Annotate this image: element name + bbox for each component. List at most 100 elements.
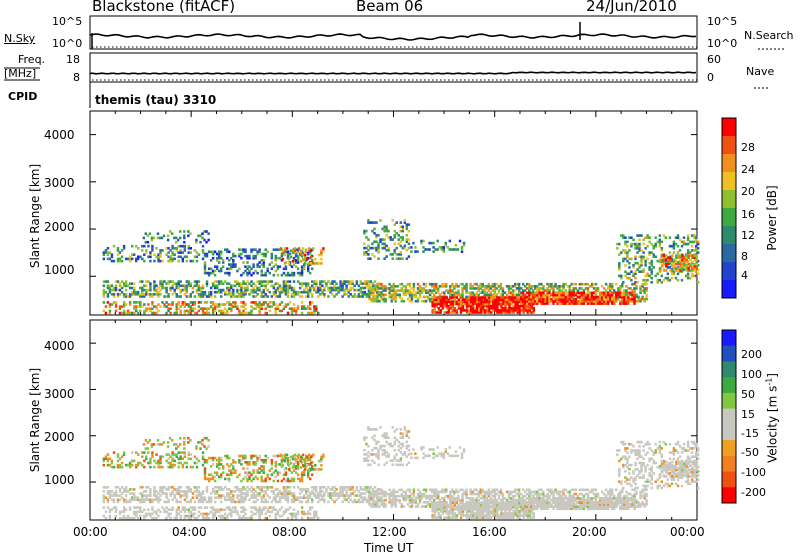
power-cell (315, 305, 317, 308)
velocity-cell (250, 515, 252, 518)
velocity-cell (228, 457, 230, 460)
velocity-cell (192, 496, 194, 499)
velocity-cell (145, 494, 147, 497)
power-cell (675, 267, 677, 270)
power-cell (271, 261, 273, 264)
velocity-cell (111, 508, 113, 511)
velocity-cell (277, 480, 279, 483)
power-cell (240, 248, 242, 251)
power-cell (437, 240, 439, 243)
velocity-cell (109, 515, 111, 518)
power-cell (194, 307, 196, 310)
velocity-cell (179, 443, 181, 446)
velocity-cell (105, 511, 107, 514)
power-cell (638, 239, 640, 242)
power-cell (536, 292, 538, 295)
velocity-cell (371, 453, 373, 456)
power-cell (677, 234, 679, 237)
velocity-cell (292, 456, 294, 459)
power-cell (214, 270, 216, 273)
velocity-cell (408, 445, 410, 448)
power-cell (315, 280, 317, 283)
power-cell (380, 298, 382, 301)
velocity-cell (204, 496, 206, 499)
power-cell (141, 249, 143, 252)
velocity-cell (214, 501, 216, 504)
power-cell (186, 256, 188, 259)
power-cell (153, 237, 155, 240)
velocity-cell (171, 486, 173, 489)
power-cell (655, 256, 657, 259)
velocity-cell (375, 428, 377, 431)
velocity-cell (335, 492, 337, 495)
velocity-cell (129, 462, 131, 465)
velocity-cell (171, 439, 173, 442)
velocity-cell (258, 492, 260, 495)
velocity-cell (171, 506, 173, 509)
velocity-cell (119, 488, 121, 491)
power-cell (129, 312, 131, 315)
power-cell (400, 251, 402, 254)
power-cell (562, 292, 564, 295)
velocity-cell (371, 428, 373, 431)
velocity-cell (183, 447, 185, 450)
velocity-cell (180, 451, 182, 454)
power-cell (404, 219, 406, 222)
power-cell (151, 245, 153, 248)
power-cell (373, 228, 375, 231)
velocity-cell (404, 426, 406, 429)
velocity-cell (398, 464, 400, 467)
power-cell (631, 292, 633, 295)
power-cell (240, 312, 242, 315)
power-cell (284, 262, 286, 265)
power-cell (634, 256, 636, 259)
power-cell (415, 291, 417, 294)
velocity-cell (151, 506, 153, 509)
velocity-cell (385, 461, 387, 464)
velocity-cell (202, 490, 204, 493)
velocity-cell (205, 447, 207, 450)
power-cell (275, 307, 277, 310)
power-cell (370, 298, 372, 301)
velocity-cell (115, 506, 117, 509)
velocity-cell (171, 458, 173, 461)
velocity-cell (250, 511, 252, 514)
velocity-cell (267, 474, 269, 477)
power-cell (408, 230, 410, 233)
velocity-cell (365, 436, 367, 439)
velocity-cell (224, 478, 226, 481)
power-cell (206, 301, 208, 304)
velocity-cell (190, 488, 192, 491)
power-cell (595, 292, 597, 295)
power-cell (171, 293, 173, 296)
velocity-cell (207, 445, 209, 448)
power-cell (613, 296, 615, 299)
power-cell (626, 245, 628, 248)
power-cell (204, 291, 206, 294)
velocity-cell (317, 517, 319, 520)
power-cell (306, 258, 308, 261)
velocity-cell (206, 506, 208, 509)
velocity-cell (153, 460, 155, 463)
power-cell (145, 307, 147, 310)
power-cell (613, 289, 615, 292)
power-cell (250, 248, 252, 251)
velocity-cell (281, 506, 283, 509)
power-cell (518, 283, 520, 286)
velocity-cell (408, 436, 410, 439)
power-cell (167, 235, 169, 238)
velocity-cell (258, 467, 260, 470)
power-cell (414, 250, 416, 253)
velocity-cell (269, 478, 271, 481)
power-cell (423, 283, 425, 286)
velocity-cell (392, 426, 394, 429)
velocity-cell (312, 454, 314, 457)
velocity-cell (404, 451, 406, 454)
velocity-cell (267, 494, 269, 497)
velocity-cell (387, 453, 389, 456)
power-cell (250, 289, 252, 292)
power-cell (133, 253, 135, 256)
power-cell (281, 301, 283, 304)
velocity-cell (206, 478, 208, 481)
velocity-cell (248, 461, 250, 464)
